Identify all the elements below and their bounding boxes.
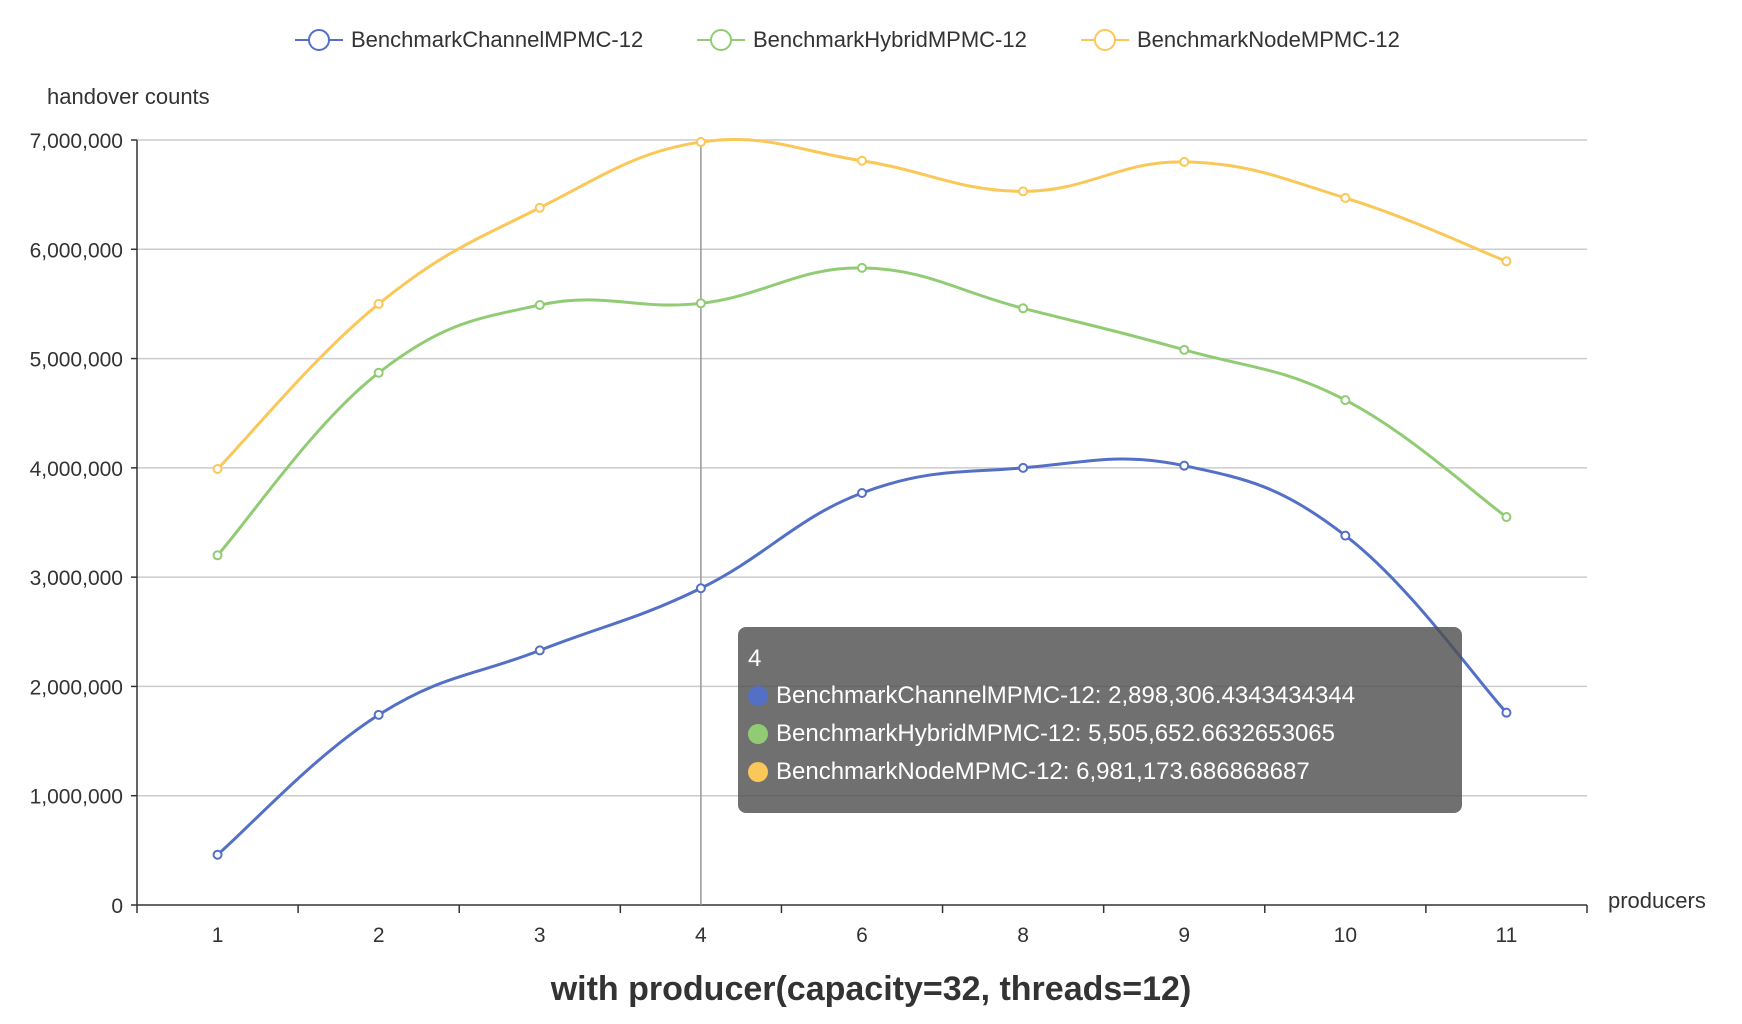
- y-tick-label: 1,000,000: [30, 786, 123, 809]
- data-point: [1018, 186, 1029, 197]
- y-tick-label: 4,000,000: [30, 458, 123, 481]
- x-tick-label: 8: [1017, 924, 1029, 947]
- tooltip-hybrid-dot: [748, 724, 768, 744]
- tooltip-row-text: BenchmarkNodeMPMC-12: 6,981,173.68686868…: [776, 758, 1310, 785]
- data-point: [212, 550, 223, 561]
- y-tick-label: 2,000,000: [30, 676, 123, 699]
- series-hybrid: [212, 262, 1512, 561]
- legend-item[interactable]: BenchmarkNodeMPMC-12: [1081, 24, 1400, 56]
- data-point: [1179, 344, 1190, 355]
- data-point: [373, 709, 384, 720]
- grid-lines: [137, 139, 1587, 797]
- data-point: [857, 155, 867, 166]
- x-tick-label: 10: [1334, 924, 1357, 947]
- data-point: [534, 645, 545, 656]
- x-tick-label: 4: [695, 924, 707, 947]
- data-point: [1340, 530, 1351, 541]
- x-tick-label: 6: [856, 924, 868, 947]
- tooltip: 4 BenchmarkChannelMPMC-12: 2,898,306.434…: [738, 627, 1462, 813]
- axes: 0 1,000,000 2,000,000 3,000,000 4,000,000 5,0…: [30, 130, 1588, 947]
- tooltip-channel-dot: [748, 686, 768, 706]
- legend-swatch: [1081, 24, 1129, 56]
- data-point: [857, 262, 867, 273]
- tooltip-row-text: BenchmarkChannelMPMC-12: 2,898,306.43434…: [776, 682, 1356, 709]
- data-point: [1340, 192, 1351, 203]
- y-tick-label: 7,000,000: [30, 130, 123, 153]
- legend-item[interactable]: BenchmarkHybridMPMC-12: [697, 24, 1027, 56]
- x-tick-label: 3: [534, 924, 546, 947]
- data-point: [1179, 460, 1190, 471]
- legend-label: BenchmarkHybridMPMC-12: [753, 27, 1027, 52]
- tooltip-row: BenchmarkNodeMPMC-12: 6,981,173.68686868…: [748, 753, 1452, 791]
- legend-label: BenchmarkChannelMPMC-12: [351, 27, 644, 52]
- data-point: [1501, 707, 1512, 718]
- tooltip-row: BenchmarkHybridMPMC-12: 5,505,652.663265…: [748, 715, 1452, 753]
- series-group: [212, 137, 1512, 860]
- tooltip-category: 4: [748, 645, 762, 672]
- data-point: [1018, 462, 1029, 473]
- legend: BenchmarkChannelMPMC-12 BenchmarkHybridM…: [0, 24, 1742, 56]
- series-line: [216, 138, 1507, 470]
- data-point: [212, 463, 223, 474]
- data-point: [373, 367, 384, 378]
- data-point: [534, 300, 545, 311]
- data-point: [695, 298, 706, 309]
- tooltip-row-text: BenchmarkHybridMPMC-12: 5,505,652.663265…: [776, 720, 1335, 747]
- tooltip-row: BenchmarkChannelMPMC-12: 2,898,306.43434…: [748, 677, 1452, 715]
- y-tick-label: 0: [111, 895, 123, 918]
- data-point: [857, 487, 867, 498]
- series-channel: [212, 457, 1512, 860]
- data-point: [1501, 512, 1512, 523]
- tooltip-node-dot: [748, 762, 768, 782]
- x-axis-label: producers: [1608, 888, 1706, 913]
- data-point: [1340, 395, 1351, 406]
- x-tick-label: 2: [373, 924, 385, 947]
- y-tick-label: 5,000,000: [30, 349, 123, 372]
- data-point: [1018, 303, 1029, 314]
- x-tick-label: 1: [212, 924, 224, 947]
- data-point: [212, 849, 223, 860]
- series-node: [212, 137, 1512, 474]
- y-axis-label: handover counts: [47, 84, 210, 109]
- chart-title: with producer(capacity=32, threads=12): [550, 970, 1192, 1008]
- data-point: [373, 298, 384, 309]
- data-point: [1501, 256, 1512, 267]
- data-point: [695, 583, 706, 594]
- x-tick-label: 11: [1496, 924, 1518, 947]
- legend-item[interactable]: BenchmarkChannelMPMC-12: [295, 24, 643, 56]
- legend-swatch: [697, 24, 745, 56]
- data-point: [534, 202, 545, 213]
- legend-label: BenchmarkNodeMPMC-12: [1137, 27, 1400, 52]
- y-tick-label: 3,000,000: [30, 567, 123, 590]
- y-tick-label: 6,000,000: [30, 239, 123, 262]
- legend-swatch: [295, 24, 343, 56]
- data-point: [1179, 156, 1190, 167]
- x-tick-label: 9: [1178, 924, 1190, 947]
- data-point: [695, 137, 706, 148]
